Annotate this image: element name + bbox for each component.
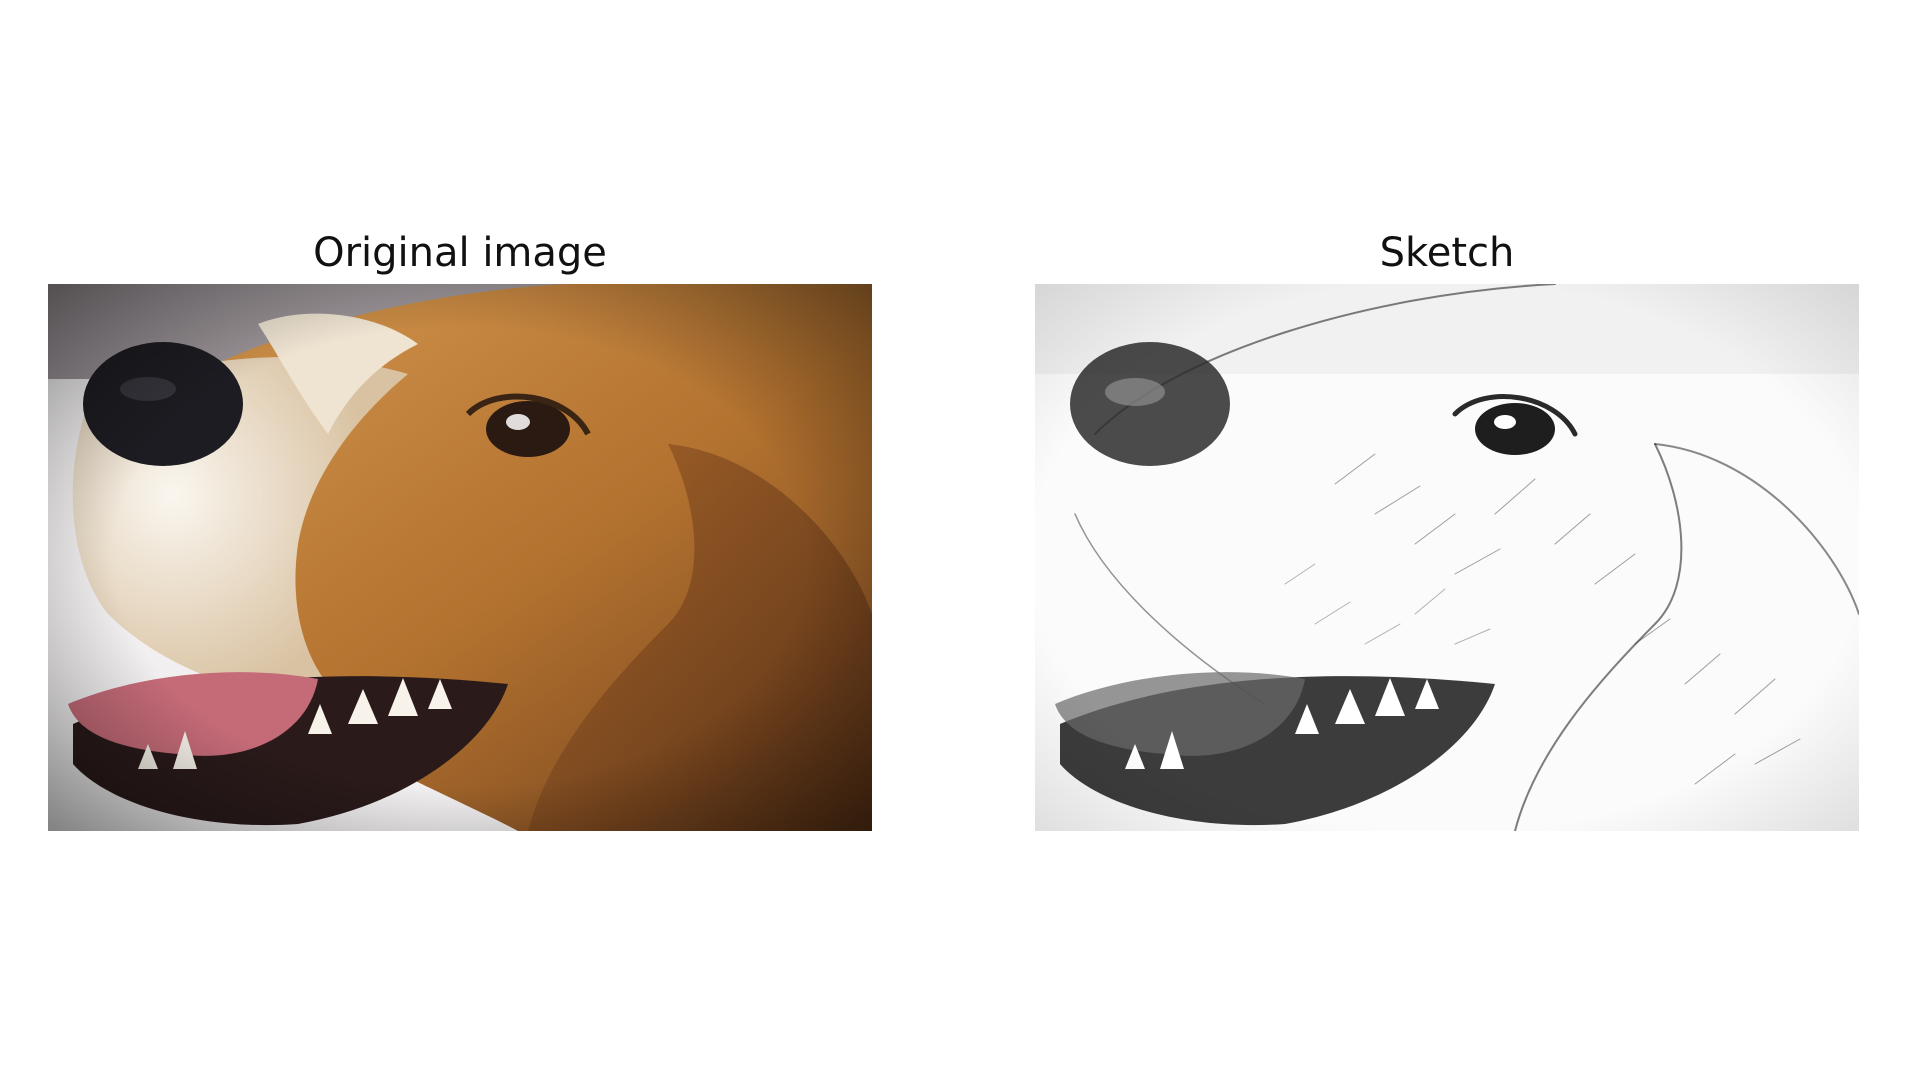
original-image-canvas: [48, 284, 872, 831]
sketch-vignette: [1035, 284, 1859, 831]
sketch-title: Sketch: [1379, 230, 1515, 276]
original-image-title: Original image: [313, 230, 607, 276]
sketch-image: [1035, 284, 1859, 831]
original-image: [48, 284, 872, 831]
sketch-image-canvas: [1035, 284, 1859, 831]
photo-vignette: [48, 284, 872, 831]
